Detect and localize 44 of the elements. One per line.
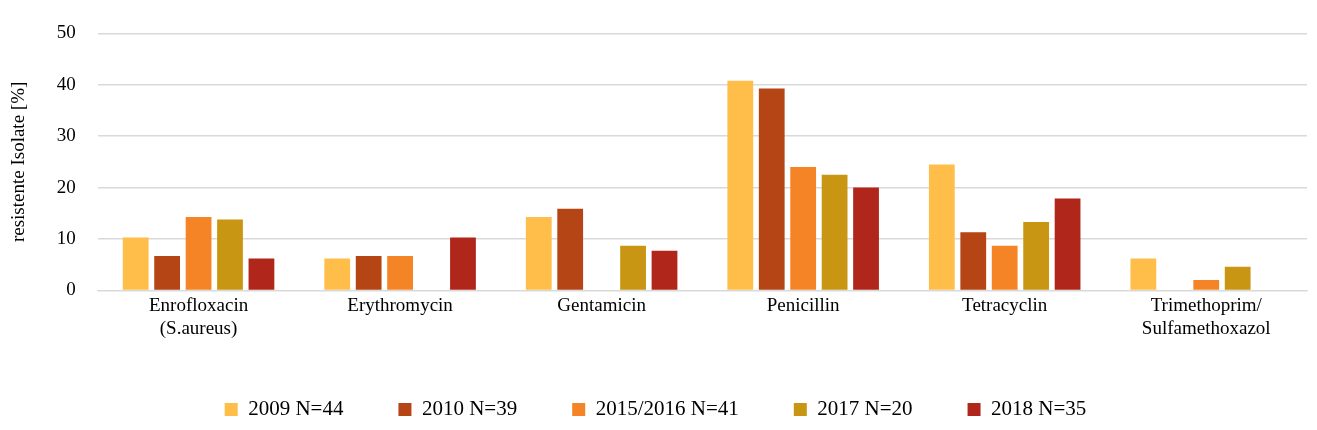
legend-label: 2010 N=39 bbox=[421, 396, 518, 421]
x-tick-label: Tetracyclin bbox=[962, 293, 1048, 315]
bar bbox=[790, 167, 817, 290]
y-tick-label: 20 bbox=[56, 175, 76, 197]
bar bbox=[960, 232, 987, 290]
y-tick-label: 40 bbox=[56, 72, 76, 94]
bar bbox=[122, 237, 149, 290]
bar bbox=[557, 208, 584, 290]
bar bbox=[355, 255, 382, 290]
legend-label: 2009 N=44 bbox=[248, 396, 344, 421]
legend-label: 2017 N=20 bbox=[817, 396, 913, 421]
bar bbox=[525, 216, 552, 290]
bar bbox=[217, 219, 243, 290]
bar bbox=[1130, 258, 1157, 290]
y-tick-label: 50 bbox=[56, 21, 76, 43]
bar bbox=[450, 237, 476, 290]
x-tick-label: Erythromycin bbox=[347, 293, 454, 315]
bar bbox=[821, 174, 848, 290]
legend-label: 2018 N=35 bbox=[991, 396, 1087, 421]
bar bbox=[727, 80, 754, 290]
bar bbox=[928, 164, 955, 290]
bar bbox=[1193, 280, 1220, 290]
bar bbox=[248, 258, 275, 290]
bar bbox=[1224, 266, 1251, 290]
bar bbox=[324, 258, 351, 290]
bar bbox=[154, 255, 181, 290]
bar bbox=[991, 245, 1018, 290]
bar bbox=[387, 255, 413, 290]
bar bbox=[1054, 198, 1081, 290]
x-tick-label: Trimethoprim/Sulfamethoxazol bbox=[1141, 293, 1271, 338]
x-tick-label: Enrofloxacin (S.aureus) bbox=[148, 293, 249, 339]
y-axis-title: resistente Isolate [%] bbox=[7, 81, 29, 243]
y-tick-label: 0 bbox=[66, 278, 76, 300]
x-tick-label: Penicillin bbox=[766, 293, 841, 315]
bar bbox=[853, 187, 879, 290]
bar bbox=[758, 88, 785, 290]
x-tick-label: Gentamicin bbox=[557, 293, 647, 315]
bar bbox=[620, 245, 646, 290]
bar bbox=[1023, 222, 1050, 290]
y-tick-label: 10 bbox=[56, 226, 76, 248]
bar bbox=[185, 216, 212, 290]
y-tick-label: 30 bbox=[56, 124, 76, 146]
bar bbox=[651, 250, 678, 290]
legend-label: 2015/2016 N=41 bbox=[595, 396, 739, 421]
